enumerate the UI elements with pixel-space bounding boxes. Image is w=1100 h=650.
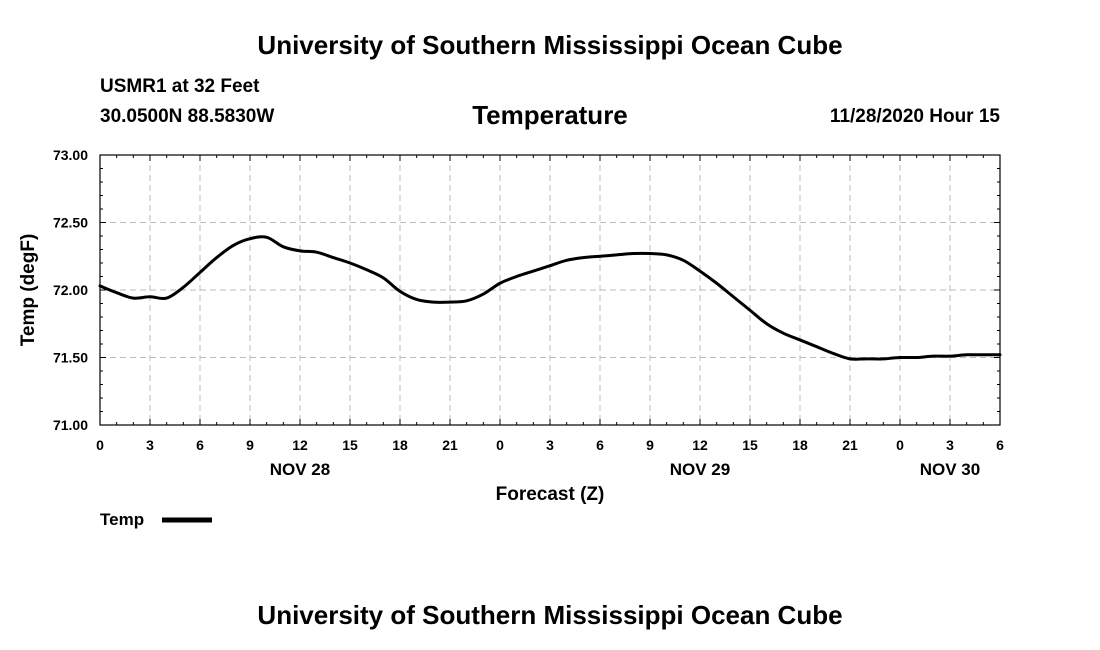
x-tick-label: 15 — [742, 437, 758, 453]
x-tick-label: 6 — [596, 437, 604, 453]
y-tick-label: 71.50 — [53, 350, 88, 366]
y-tick-labels: 71.00 71.50 72.00 72.50 73.00 — [53, 147, 88, 433]
y-tick-label: 72.50 — [53, 215, 88, 231]
day-labels: NOV 28 NOV 29 NOV 30 — [270, 460, 980, 479]
x-tick-label: 0 — [96, 437, 104, 453]
y-tick-label: 71.00 — [53, 417, 88, 433]
station-label: USMR1 at 32 Feet — [100, 76, 260, 97]
x-tick-label: 6 — [996, 437, 1004, 453]
x-tick-label: 12 — [292, 437, 308, 453]
x-tick-label: 21 — [442, 437, 458, 453]
day-label: NOV 29 — [670, 460, 730, 479]
x-tick-label: 21 — [842, 437, 858, 453]
x-tick-label: 3 — [146, 437, 154, 453]
tick-layer — [99, 154, 1001, 426]
temp-series-line — [98, 235, 1002, 361]
top-title: University of Southern Mississippi Ocean… — [257, 30, 843, 60]
forecast-timestamp: 11/28/2020 Hour 15 — [829, 106, 1000, 127]
x-tick-label: 18 — [392, 437, 408, 453]
x-tick-label: 18 — [792, 437, 808, 453]
x-axis-label: Forecast (Z) — [496, 484, 605, 505]
bottom-title: University of Southern Mississippi Ocean… — [257, 600, 843, 630]
x-tick-label: 9 — [246, 437, 254, 453]
legend-label: Temp — [100, 510, 144, 529]
y-axis-label: Temp (degF) — [18, 234, 39, 347]
x-tick-label: 0 — [496, 437, 504, 453]
day-label: NOV 28 — [270, 460, 330, 479]
x-tick-label: 3 — [946, 437, 954, 453]
x-tick-label: 9 — [646, 437, 654, 453]
parameter-title: Temperature — [472, 100, 628, 130]
y-tick-label: 73.00 — [53, 147, 88, 163]
legend: Temp — [100, 510, 212, 529]
y-tick-label: 72.00 — [53, 282, 88, 298]
x-tick-label: 6 — [196, 437, 204, 453]
grid-layer — [100, 155, 1000, 425]
x-tick-label: 0 — [896, 437, 904, 453]
x-tick-labels: 0 3 6 9 12 15 18 21 0 3 6 9 12 15 18 21 0 3 6 — [96, 437, 1004, 453]
x-tick-label: 15 — [342, 437, 358, 453]
day-label: NOV 30 — [920, 460, 980, 479]
x-tick-label: 3 — [546, 437, 554, 453]
coordinates-label: 30.0500N 88.5830W — [100, 106, 275, 127]
x-tick-label: 12 — [692, 437, 708, 453]
